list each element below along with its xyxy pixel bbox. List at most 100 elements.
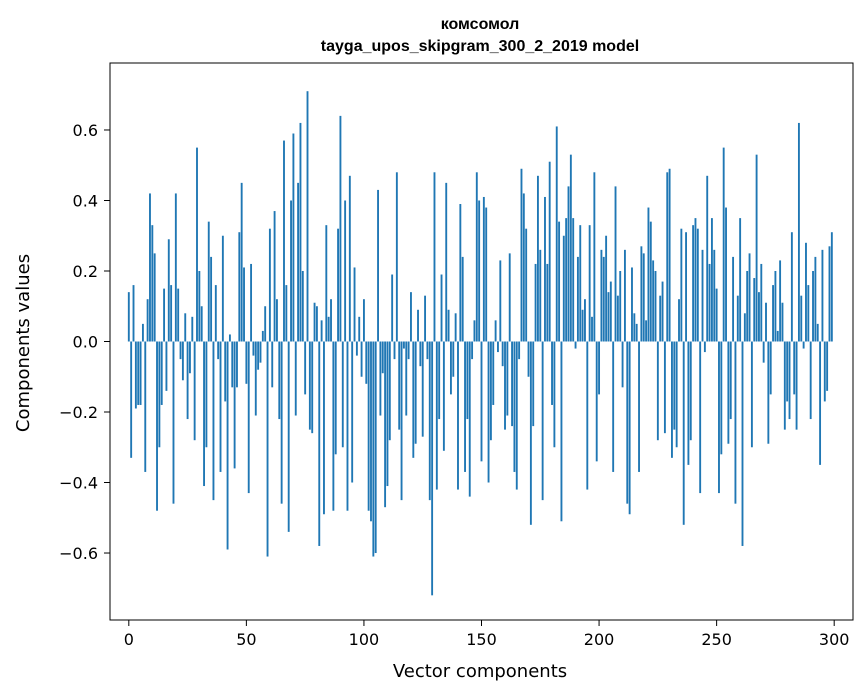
bar-component-39 [219,341,222,472]
bar-component-236 [682,341,685,525]
bar-component-91 [341,341,344,448]
bar-component-138 [452,341,455,377]
bar-component-178 [546,263,549,342]
bar-component-53 [252,341,255,356]
bar-component-74 [301,270,304,342]
bar-component-246 [706,175,709,342]
bar-component-156 [494,320,497,342]
bar-component-43 [228,334,231,342]
bar-component-42 [226,341,229,550]
bar-component-163 [511,341,514,427]
bar-component-206 [612,341,615,472]
bar-component-283 [793,341,796,395]
bar-component-161 [506,341,509,416]
bar-component-56 [259,341,262,363]
bar-component-298 [828,246,831,342]
bar-component-134 [442,341,445,451]
bar-component-218 [640,246,643,342]
bar-component-230 [668,168,671,342]
bar-component-2 [132,285,135,342]
bar-component-186 [565,218,568,342]
bar-component-176 [541,341,544,501]
bar-component-90 [339,115,342,342]
bar-component-250 [715,288,718,342]
bar-component-129 [431,341,434,596]
bar-component-60 [268,228,271,342]
y-tick-label: −0.6 [59,544,98,563]
bar-component-125 [421,341,424,437]
y-tick-label: 0.4 [73,191,98,210]
bar-component-279 [783,341,786,430]
bar-component-112 [391,274,394,342]
bar-component-239 [689,341,692,441]
bar-component-258 [734,341,737,504]
bar-component-295 [821,249,824,342]
bar-component-89 [337,228,340,342]
bar-component-45 [233,341,236,469]
bar-component-48 [240,182,243,342]
bar-component-241 [694,218,697,342]
bar-component-83 [323,341,325,515]
bar-component-281 [788,341,791,420]
bar-component-277 [779,260,782,342]
bar-component-25 [186,341,189,420]
bar-component-111 [388,341,391,441]
bar-component-135 [445,182,448,342]
bar-component-216 [635,323,638,342]
bar-component-276 [776,330,779,342]
bar-component-278 [781,302,784,342]
bar-component-47 [238,232,241,342]
bar-component-71 [294,341,297,416]
bar-component-182 [555,126,558,342]
bar-component-44 [231,341,234,388]
bar-component-40 [221,235,224,342]
bar-component-191 [576,256,579,342]
bar-component-82 [320,320,323,342]
bar-component-55 [257,341,260,370]
bar-component-274 [772,285,774,342]
bar-component-172 [532,341,535,427]
bar-component-92 [344,200,347,342]
bar-component-113 [393,341,396,360]
bar-component-32 [203,341,205,487]
bar-component-141 [459,204,462,342]
bar-component-54 [254,341,257,416]
bar-component-13 [158,341,161,448]
bar-component-117 [402,341,405,349]
bar-component-3 [134,341,137,409]
bar-component-146 [471,341,474,360]
bar-component-179 [548,161,551,342]
bar-component-296 [823,341,826,402]
bar-component-170 [527,341,530,377]
bar-component-68 [287,341,290,532]
bar-component-237 [685,232,688,342]
y-tick-label: 0.6 [73,121,98,140]
chart-title: комсомол [441,16,520,33]
bar-component-248 [710,218,713,342]
bar-component-67 [285,285,288,342]
bar-component-73 [299,122,302,342]
bar-component-97 [355,341,358,356]
bar-component-262 [743,313,746,342]
bar-component-144 [466,341,469,420]
bar-component-114 [395,172,398,342]
bar-component-152 [485,207,488,342]
bar-component-139 [454,313,457,342]
bar-component-169 [525,228,528,342]
bar-component-162 [508,253,511,342]
bar-component-228 [663,341,666,434]
bar-component-66 [283,140,285,342]
bar-component-10 [151,225,154,342]
bar-component-292 [814,256,817,342]
bar-component-189 [572,218,575,342]
bar-component-217 [638,341,640,472]
bar-component-96 [353,267,356,342]
bar-component-103 [370,341,372,522]
bar-component-199 [595,341,598,462]
bar-component-81 [318,341,321,546]
bar-component-137 [449,341,452,395]
bar-component-95 [351,341,354,483]
bar-component-201 [600,249,603,342]
bar-component-145 [468,341,471,497]
bar-component-57 [261,330,264,342]
